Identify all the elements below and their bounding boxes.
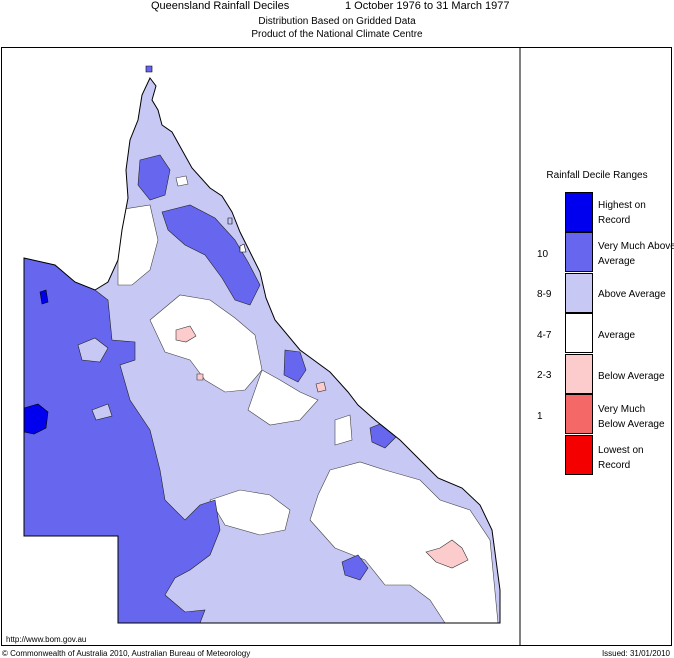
map-period: 1 October 1976 to 31 March 1977: [345, 0, 510, 12]
legend-swatch-very-much-below-average: [565, 394, 593, 434]
legend-label-very-much-below-average: Very Much Below Average: [598, 404, 665, 430]
legend-range-2-3: 2-3: [537, 370, 552, 381]
region-average: [149, 294, 263, 393]
legend-swatch-average: [565, 313, 593, 353]
legend-swatch-highest-on-record: [565, 192, 593, 232]
region-above-average-pocket: [91, 403, 113, 421]
legend-label-very-much-above-average: Very Much Above Average: [598, 241, 674, 267]
region-above-average-pocket: [77, 337, 109, 363]
legend-title: Rainfall Decile Ranges: [546, 170, 648, 181]
legend-label-above-average: Above Average: [598, 289, 666, 300]
region-highest-on-record: [24, 403, 49, 435]
legend-swatch-lowest-on-record: [565, 435, 593, 475]
region-very-much-above-average: [341, 554, 369, 581]
region-average: [334, 414, 353, 446]
issued-date: Issued: 31/01/2010: [601, 649, 670, 658]
region-below-average: [196, 373, 204, 381]
region-average: [247, 369, 319, 426]
region-average: [309, 461, 499, 623]
region-below-average: [425, 539, 469, 569]
region-highest-on-record: [39, 289, 49, 305]
copyright-notice: © Commonwealth of Australia 2010, Austra…: [2, 649, 251, 658]
region-average: [117, 204, 159, 286]
region-very-much-above-average: [283, 349, 307, 383]
region-below-average: [175, 325, 197, 343]
map-frame: [1, 47, 672, 646]
legend-range-8-9: 8-9: [537, 289, 552, 300]
map-subtitle-1: Distribution Based on Gridded Data: [258, 16, 416, 27]
region-very-much-above-average: [137, 154, 171, 201]
map-title: Queensland Rainfall Deciles: [151, 0, 290, 12]
region-average: [175, 175, 189, 187]
island: [239, 243, 247, 253]
legend-range-1: 1: [537, 411, 543, 422]
legend-swatch-very-much-above-average: [565, 232, 593, 272]
region-very-much-above-average: [161, 204, 261, 306]
island: [145, 65, 153, 73]
legend-range-10: 10: [537, 249, 549, 260]
legend-label-below-average: Below Average: [598, 371, 665, 382]
region-average: [209, 489, 291, 536]
region-very-much-above-average: [24, 257, 221, 623]
source-url-link[interactable]: http://www.bom.gov.au: [6, 635, 87, 644]
legend-label-lowest-on-record: Lowest on Record: [598, 445, 644, 471]
legend-range-4-7: 4-7: [537, 330, 552, 341]
legend-label-highest-on-record: Highest on Record: [598, 200, 646, 226]
island: [227, 217, 233, 225]
legend-swatch-above-average: [565, 273, 593, 313]
legend-label-average: Average: [598, 330, 636, 341]
region-below-average: [315, 381, 327, 393]
map-subtitle-2: Product of the National Climate Centre: [251, 29, 423, 40]
legend-swatch-below-average: [565, 354, 593, 394]
